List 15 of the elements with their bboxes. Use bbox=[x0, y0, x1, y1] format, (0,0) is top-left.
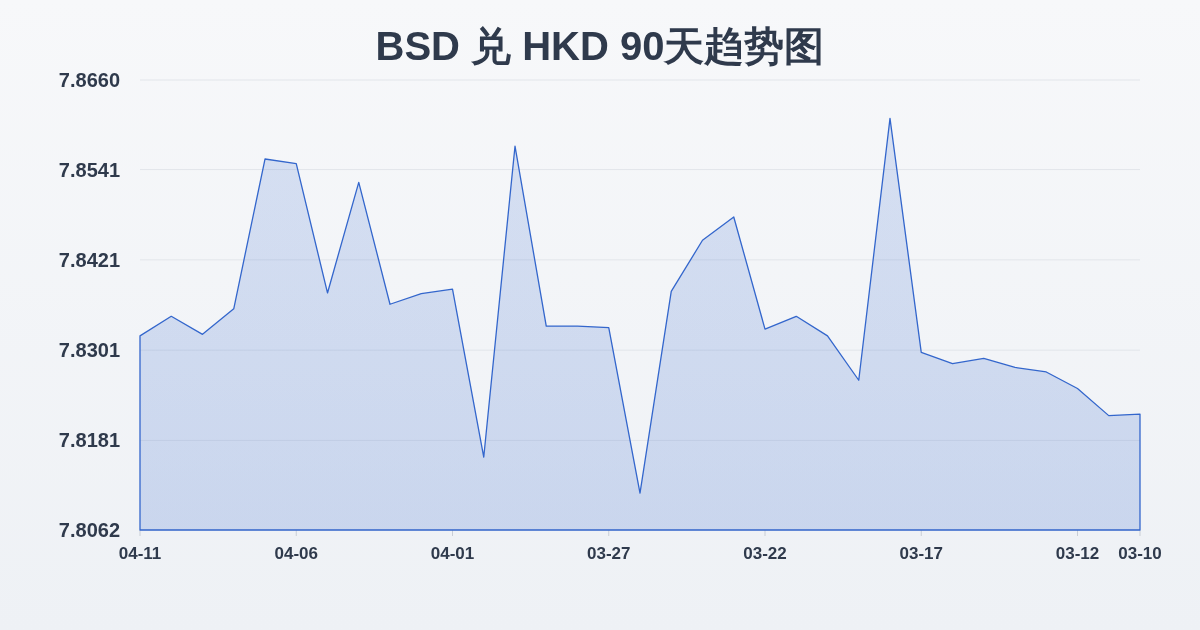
y-tick-label: 7.8541 bbox=[58, 158, 120, 181]
chart-title: BSD 兑 HKD 90天趋势图 bbox=[375, 24, 825, 68]
y-tick-label: 7.8301 bbox=[58, 339, 120, 362]
y-tick-label: 7.8062 bbox=[58, 519, 120, 541]
y-tick-label: 7.8660 bbox=[58, 69, 120, 91]
x-tick-label: 03-22 bbox=[743, 544, 787, 563]
x-tick-label: 04-01 bbox=[430, 544, 475, 563]
x-tick-label: 03-10 bbox=[1118, 544, 1162, 563]
y-tick-label: 7.8181 bbox=[58, 429, 120, 452]
x-tick-label: 04-06 bbox=[274, 544, 318, 563]
y-tick-label: 7.8421 bbox=[58, 248, 120, 271]
x-tick-label: 03-27 bbox=[587, 544, 631, 563]
x-tick-label: 03-12 bbox=[1055, 544, 1100, 563]
x-tick-label: 04-11 bbox=[118, 544, 162, 563]
x-tick-label: 03-17 bbox=[899, 544, 943, 563]
